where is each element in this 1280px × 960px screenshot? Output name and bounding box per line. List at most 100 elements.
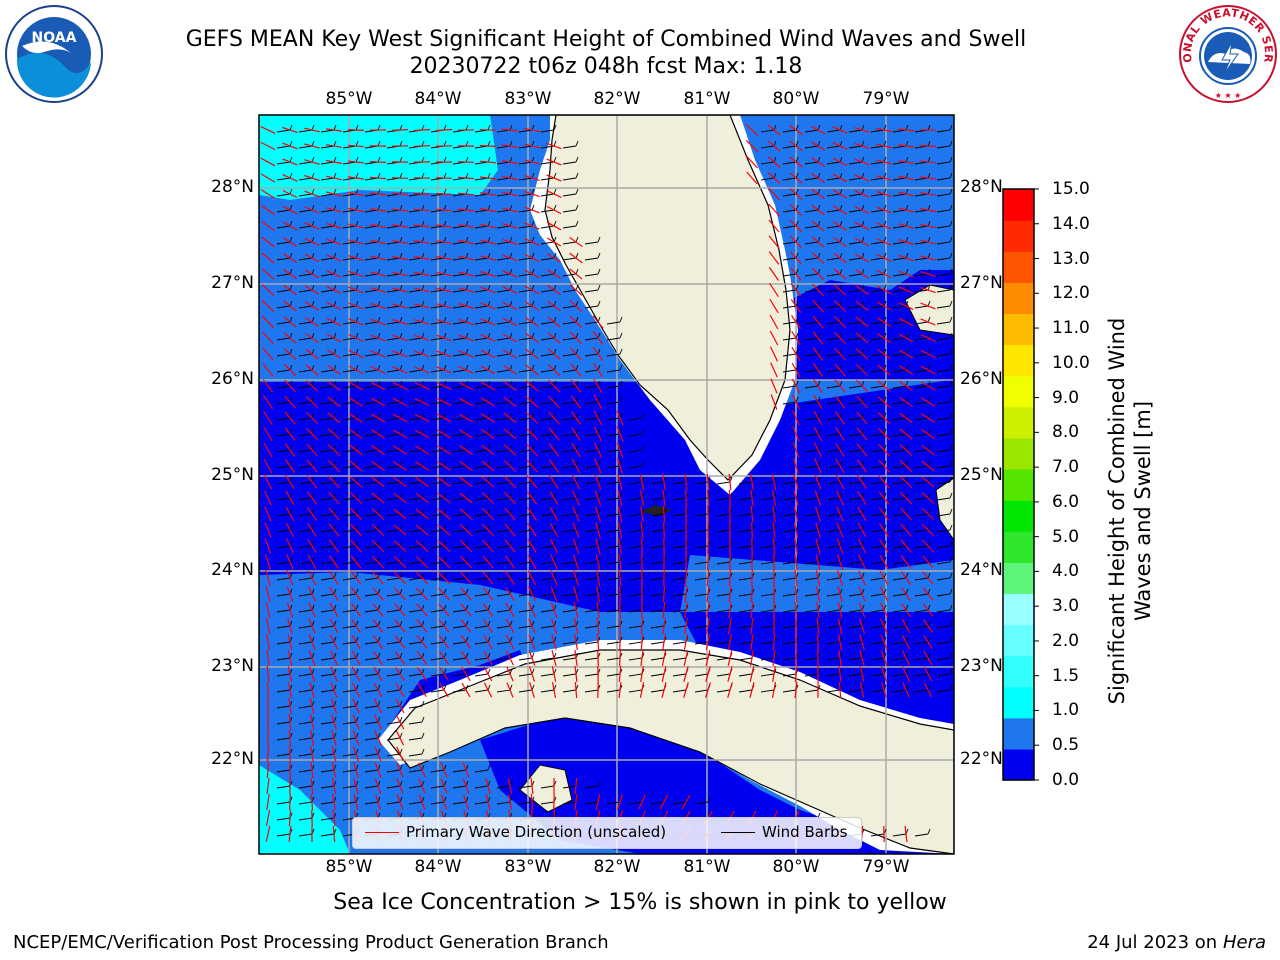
wind-barb (804, 369, 819, 373)
wind-barb (540, 465, 555, 469)
wave-direction-arrow (480, 176, 496, 180)
wave-direction-arrow (767, 171, 781, 185)
wave-direction-arrow (502, 128, 518, 132)
wave-direction-arrow (418, 778, 426, 794)
wave-direction-arrow (549, 490, 559, 506)
wave-direction-arrow (794, 554, 798, 570)
wave-direction-arrow (922, 603, 934, 617)
wind-barb-flag (575, 140, 579, 147)
wind-barb (298, 817, 313, 821)
wind-barb-flag (355, 204, 359, 211)
wind-barb (584, 417, 599, 421)
wind-barb-flag (949, 284, 953, 291)
wind-barb-flag (421, 476, 425, 483)
wind-barb (892, 353, 907, 357)
wave-direction-arrow (898, 270, 914, 278)
wind-barb (342, 337, 357, 341)
wave-direction-arrow (835, 458, 845, 474)
wind-barb (408, 481, 423, 485)
wave-direction-arrow (505, 618, 515, 634)
wind-barb (386, 561, 401, 565)
wave-direction-arrow (326, 191, 342, 197)
wind-barb-flag (399, 780, 403, 787)
colorbar-tick-label: 10.0 (1052, 352, 1090, 373)
wind-barb (452, 545, 467, 549)
wind-barb-flag (487, 540, 491, 547)
wind-barb (364, 577, 379, 581)
wave-direction-arrow (260, 173, 276, 183)
wave-direction-arrow (898, 223, 914, 229)
wave-direction-arrow (811, 173, 825, 183)
wind-barb-flag (619, 332, 623, 339)
wave-direction-arrow (288, 698, 292, 714)
wind-barb (826, 561, 841, 565)
wind-barb (936, 273, 951, 277)
wind-barb (760, 689, 775, 693)
wind-barb (848, 273, 863, 277)
wind-barb (430, 417, 445, 421)
wind-barb (496, 625, 511, 629)
wave-direction-arrow (769, 298, 779, 314)
wind-barb (672, 529, 687, 533)
wind-barb (386, 321, 401, 325)
wave-direction-arrow (480, 413, 496, 423)
colorbar-segment (1003, 282, 1034, 315)
wind-barb (760, 481, 775, 485)
wind-barb-flag (355, 508, 359, 515)
wave-direction-arrow (877, 364, 891, 376)
wind-barb (386, 257, 401, 261)
wave-direction-arrow (458, 397, 474, 407)
wind-barb (408, 369, 423, 373)
wave-direction-arrow (370, 318, 386, 326)
wave-direction-arrow (683, 634, 689, 650)
wind-barb-flag (289, 124, 293, 131)
wind-barb (848, 513, 863, 517)
wind-barb (870, 193, 885, 197)
wind-barb (320, 417, 335, 421)
wave-direction-arrow (458, 287, 474, 293)
wave-direction-arrow (415, 476, 429, 488)
wave-direction-arrow (832, 205, 848, 215)
wind-barb-flag (861, 220, 865, 227)
wave-direction-arrow (481, 460, 495, 472)
wind-barb-flag (333, 396, 337, 403)
wind-barb-flag (531, 316, 535, 323)
wave-direction-arrow (284, 379, 296, 393)
wave-direction-arrow (789, 172, 803, 184)
wave-direction-arrow (348, 176, 364, 180)
wind-barb (276, 785, 291, 789)
wave-direction-arrow (837, 570, 843, 586)
wind-barb (474, 321, 489, 325)
wind-barb-flag (421, 140, 425, 147)
wind-barb (804, 433, 819, 437)
wave-direction-arrow (437, 492, 451, 504)
wind-barb-flag (355, 716, 359, 723)
wave-direction-arrow (524, 175, 540, 181)
wind-barb-flag (355, 572, 359, 579)
wave-direction-arrow (327, 365, 341, 375)
lon-tick-top: 79°W (862, 89, 910, 109)
wind-barb (606, 529, 621, 533)
wind-barb-flag (399, 428, 403, 435)
wave-direction-arrow (285, 490, 295, 506)
wind-barb (914, 209, 929, 213)
wind-barb (298, 785, 313, 789)
wave-direction-arrow (329, 602, 339, 618)
wind-barb-flag (949, 332, 953, 339)
wind-barb (892, 641, 907, 645)
wind-barb-flag (421, 172, 425, 179)
wave-direction-arrow (415, 556, 429, 568)
wind-barb-flag (333, 172, 337, 179)
wind-barb-flag (399, 604, 403, 611)
wind-barb (540, 305, 555, 309)
wave-direction-arrow (816, 585, 820, 603)
wind-barb (518, 257, 533, 261)
wind-barb-flag (377, 156, 381, 163)
wind-barb (672, 657, 687, 661)
wave-direction-arrow (596, 602, 600, 618)
colorbar-tick-label: 15.0 (1052, 179, 1090, 199)
wind-barb (716, 641, 731, 645)
wind-barb (452, 273, 467, 277)
wave-direction-arrow (524, 269, 540, 279)
wind-barb (584, 401, 599, 405)
